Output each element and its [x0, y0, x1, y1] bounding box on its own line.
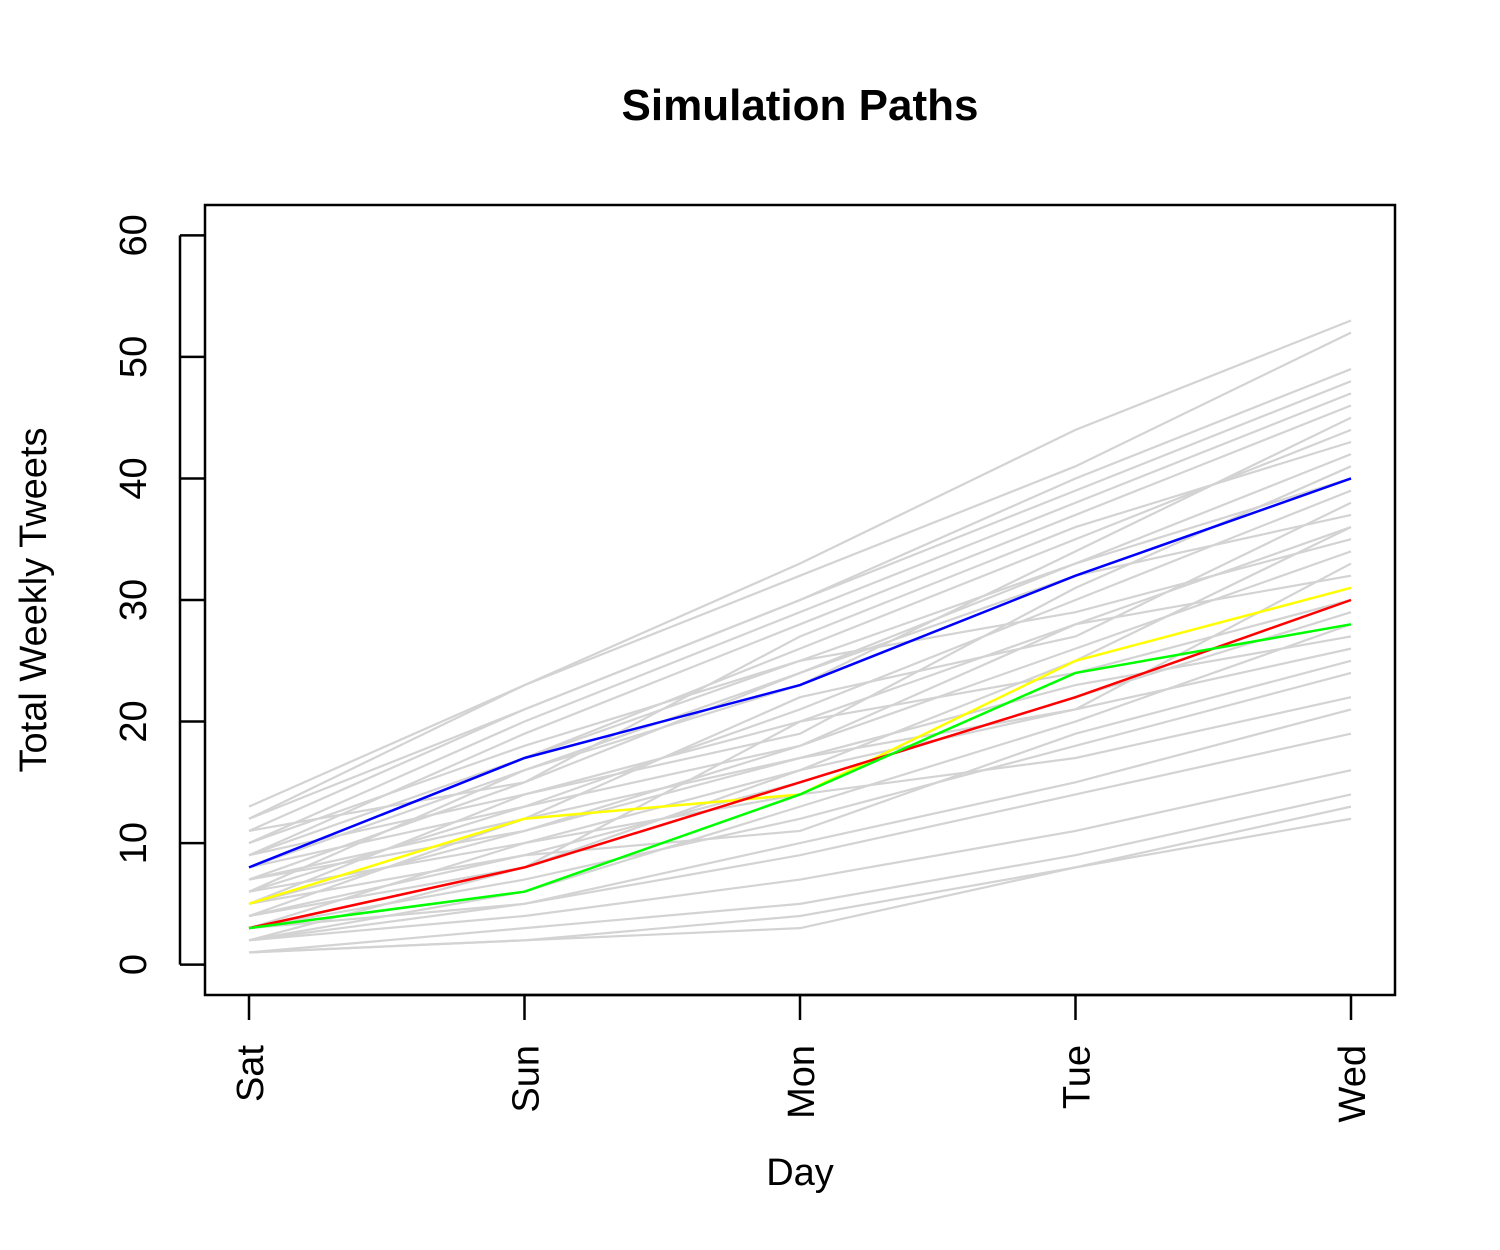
simulation-path-12: [248, 732, 1352, 942]
simulation-path-24: [248, 598, 1352, 857]
y-tick-label-10: 10: [113, 822, 155, 864]
series-layer: [248, 477, 1352, 930]
y-tick-label-20: 20: [113, 700, 155, 742]
y-tick-label-30: 30: [113, 579, 155, 621]
y-tick-label-60: 60: [113, 214, 155, 256]
simulation-path-0: [248, 319, 1352, 808]
simulation-path-11: [248, 671, 1352, 930]
highlight-series-line-0: [248, 477, 1352, 869]
simulation-path-7: [248, 453, 1352, 881]
simulation-path-27: [248, 708, 1352, 930]
simulation-path-3: [248, 380, 1352, 832]
simulation-path-5: [248, 404, 1352, 857]
x-tick-label-wed: Wed: [1332, 1045, 1374, 1122]
simulation-path-33: [248, 477, 1352, 857]
simulation-path-34: [248, 526, 1352, 869]
simulation-path-30: [248, 513, 1352, 893]
simulation-path-26: [248, 440, 1352, 833]
simulation-path-4: [248, 392, 1352, 845]
paths-layer: [248, 319, 1352, 954]
highlight-series-line-2: [248, 598, 1352, 930]
simulation-path-1: [248, 331, 1352, 820]
x-axis-label: Day: [766, 1152, 834, 1194]
x-tick-label-tue: Tue: [1057, 1045, 1099, 1109]
y-tick-label-50: 50: [113, 336, 155, 378]
x-axis: Sat Sun Mon Tue Wed: [230, 993, 1374, 1122]
x-tick-label-mon: Mon: [781, 1045, 823, 1119]
x-tick-label-sat: Sat: [230, 1045, 272, 1102]
x-tick-label-sun: Sun: [506, 1045, 548, 1113]
highlight-series-line-3: [248, 623, 1352, 930]
y-axis: 0 10 20 30 40 50 60: [113, 214, 205, 975]
simulation-path-20: [248, 465, 1352, 905]
simulation-path-31: [248, 562, 1352, 942]
simulation-path-23: [248, 416, 1352, 869]
simulation-path-8: [248, 489, 1352, 893]
simulation-path-29: [248, 659, 1352, 905]
simulation-path-18: [248, 526, 1352, 930]
chart-title: Simulation Paths: [622, 81, 979, 130]
simulation-path-13: [248, 769, 1352, 942]
y-tick-label-40: 40: [113, 457, 155, 499]
y-tick-label-0: 0: [113, 954, 155, 975]
simulation-path-22: [248, 501, 1352, 881]
simulation-path-2: [248, 368, 1352, 820]
simulation-path-14: [248, 793, 1352, 954]
simulation-path-16: [248, 817, 1352, 954]
y-axis-label: Total Weekly Tweets: [13, 428, 55, 773]
